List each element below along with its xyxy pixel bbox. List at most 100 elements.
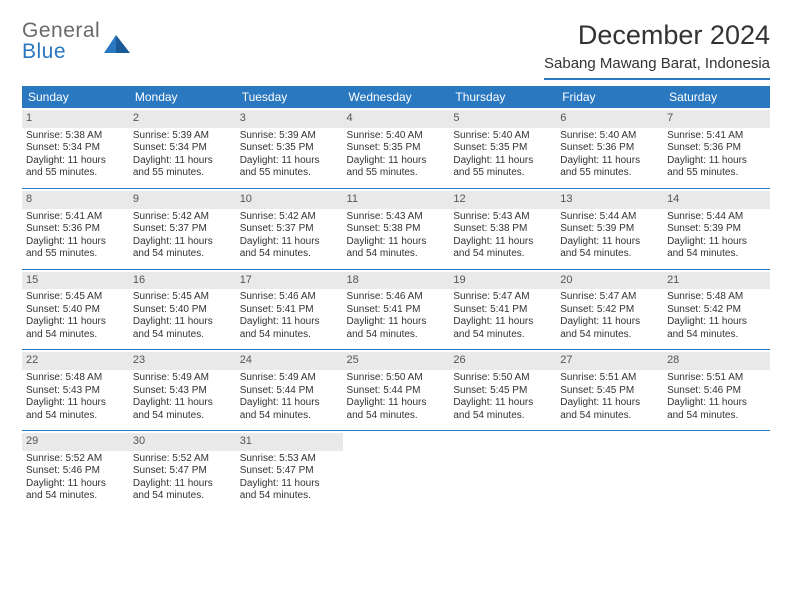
sunset-line: Sunset: 5:43 PM [26, 385, 125, 398]
sunrise-line: Sunrise: 5:45 AM [133, 291, 232, 304]
day-number: 23 [129, 352, 236, 370]
weekday-header: Tuesday [236, 86, 343, 108]
calendar-cell: 1Sunrise: 5:38 AMSunset: 5:34 PMDaylight… [22, 108, 129, 188]
day-number: 12 [449, 191, 556, 209]
sunrise-line: Sunrise: 5:48 AM [667, 291, 766, 304]
calendar-cell: 4Sunrise: 5:40 AMSunset: 5:35 PMDaylight… [343, 108, 450, 188]
day-number: 19 [449, 272, 556, 290]
day-number: 1 [22, 110, 129, 128]
sunrise-line: Sunrise: 5:48 AM [26, 372, 125, 385]
calendar-cell: 6Sunrise: 5:40 AMSunset: 5:36 PMDaylight… [556, 108, 663, 188]
daylight-line: Daylight: 11 hours and 54 minutes. [133, 397, 232, 422]
sunrise-line: Sunrise: 5:49 AM [133, 372, 232, 385]
sunrise-line: Sunrise: 5:41 AM [667, 130, 766, 143]
calendar-cell: 18Sunrise: 5:46 AMSunset: 5:41 PMDayligh… [343, 269, 450, 350]
sunrise-line: Sunrise: 5:49 AM [240, 372, 339, 385]
daylight-line: Daylight: 11 hours and 54 minutes. [560, 236, 659, 261]
sunrise-line: Sunrise: 5:38 AM [26, 130, 125, 143]
weekday-header: Thursday [449, 86, 556, 108]
daylight-line: Daylight: 11 hours and 54 minutes. [667, 236, 766, 261]
calendar-cell [556, 431, 663, 511]
calendar-cell: 5Sunrise: 5:40 AMSunset: 5:35 PMDaylight… [449, 108, 556, 188]
sunset-line: Sunset: 5:43 PM [133, 385, 232, 398]
calendar-cell: 13Sunrise: 5:44 AMSunset: 5:39 PMDayligh… [556, 188, 663, 269]
daylight-line: Daylight: 11 hours and 54 minutes. [240, 478, 339, 503]
day-number: 30 [129, 433, 236, 451]
sunset-line: Sunset: 5:40 PM [133, 304, 232, 317]
day-number: 15 [22, 272, 129, 290]
sunrise-line: Sunrise: 5:51 AM [667, 372, 766, 385]
calendar-row: 15Sunrise: 5:45 AMSunset: 5:40 PMDayligh… [22, 269, 770, 350]
calendar-cell: 26Sunrise: 5:50 AMSunset: 5:45 PMDayligh… [449, 350, 556, 431]
daylight-line: Daylight: 11 hours and 54 minutes. [453, 397, 552, 422]
logo-icon [104, 31, 130, 53]
day-number: 28 [663, 352, 770, 370]
calendar-row: 8Sunrise: 5:41 AMSunset: 5:36 PMDaylight… [22, 188, 770, 269]
day-number: 9 [129, 191, 236, 209]
calendar-cell: 22 Sunrise: 5:48 AMSunset: 5:43 PMDayligh… [22, 350, 129, 431]
sunset-line: Sunset: 5:46 PM [26, 465, 125, 478]
sunrise-line: Sunrise: 5:51 AM [560, 372, 659, 385]
day-number: 26 [449, 352, 556, 370]
calendar-cell: 28Sunrise: 5:51 AMSunset: 5:46 PMDayligh… [663, 350, 770, 431]
sunset-line: Sunset: 5:34 PM [26, 142, 125, 155]
location: Sabang Mawang Barat, Indonesia [544, 55, 770, 80]
day-number: 29 [22, 433, 129, 451]
sunset-line: Sunset: 5:36 PM [667, 142, 766, 155]
day-number: 21 [663, 272, 770, 290]
calendar-cell: 23 Sunrise: 5:49 AMSunset: 5:43 PMDayligh… [129, 350, 236, 431]
sunset-line: Sunset: 5:36 PM [26, 223, 125, 236]
sunset-line: Sunset: 5:40 PM [26, 304, 125, 317]
weekday-header-row: SundayMondayTuesdayWednesdayThursdayFrid… [22, 86, 770, 108]
daylight-line: Daylight: 11 hours and 54 minutes. [26, 478, 125, 503]
sunset-line: Sunset: 5:44 PM [347, 385, 446, 398]
calendar-cell: 8Sunrise: 5:41 AMSunset: 5:36 PMDaylight… [22, 188, 129, 269]
daylight-line: Daylight: 11 hours and 55 minutes. [453, 155, 552, 180]
daylight-line: Daylight: 11 hours and 54 minutes. [560, 316, 659, 341]
daylight-line: Daylight: 11 hours and 55 minutes. [347, 155, 446, 180]
day-number: 31 [236, 433, 343, 451]
day-number: 3 [236, 110, 343, 128]
daylight-line: Daylight: 11 hours and 54 minutes. [133, 316, 232, 341]
daylight-line: Daylight: 11 hours and 54 minutes. [26, 397, 125, 422]
daylight-line: Daylight: 11 hours and 54 minutes. [347, 236, 446, 261]
day-number: 5 [449, 110, 556, 128]
day-number: 10 [236, 191, 343, 209]
sunrise-line: Sunrise: 5:50 AM [453, 372, 552, 385]
sunrise-line: Sunrise: 5:47 AM [453, 291, 552, 304]
day-number: 27 [556, 352, 663, 370]
sunset-line: Sunset: 5:42 PM [560, 304, 659, 317]
sunrise-line: Sunrise: 5:42 AM [240, 211, 339, 224]
logo: General Blue [22, 20, 130, 62]
day-number: 4 [343, 110, 450, 128]
sunrise-line: Sunrise: 5:45 AM [26, 291, 125, 304]
sunset-line: Sunset: 5:41 PM [347, 304, 446, 317]
day-number: 18 [343, 272, 450, 290]
daylight-line: Daylight: 11 hours and 54 minutes. [240, 397, 339, 422]
calendar-cell: 10Sunrise: 5:42 AMSunset: 5:37 PMDayligh… [236, 188, 343, 269]
daylight-line: Daylight: 11 hours and 54 minutes. [240, 316, 339, 341]
calendar-body: 1Sunrise: 5:38 AMSunset: 5:34 PMDaylight… [22, 108, 770, 511]
calendar-cell: 20Sunrise: 5:47 AMSunset: 5:42 PMDayligh… [556, 269, 663, 350]
sunrise-line: Sunrise: 5:50 AM [347, 372, 446, 385]
day-number: 6 [556, 110, 663, 128]
sunrise-line: Sunrise: 5:40 AM [347, 130, 446, 143]
day-number: 8 [22, 191, 129, 209]
day-number: 22 [22, 352, 129, 370]
daylight-line: Daylight: 11 hours and 54 minutes. [453, 316, 552, 341]
sunset-line: Sunset: 5:42 PM [667, 304, 766, 317]
sunrise-line: Sunrise: 5:39 AM [133, 130, 232, 143]
day-number: 2 [129, 110, 236, 128]
daylight-line: Daylight: 11 hours and 54 minutes. [133, 236, 232, 261]
sunset-line: Sunset: 5:45 PM [560, 385, 659, 398]
sunset-line: Sunset: 5:34 PM [133, 142, 232, 155]
calendar-cell: 31Sunrise: 5:53 AMSunset: 5:47 PMDayligh… [236, 431, 343, 511]
daylight-line: Daylight: 11 hours and 54 minutes. [133, 478, 232, 503]
daylight-line: Daylight: 11 hours and 54 minutes. [453, 236, 552, 261]
sunrise-line: Sunrise: 5:44 AM [560, 211, 659, 224]
calendar-row: 29Sunrise: 5:52 AMSunset: 5:46 PMDayligh… [22, 431, 770, 511]
calendar-cell: 14Sunrise: 5:44 AMSunset: 5:39 PMDayligh… [663, 188, 770, 269]
calendar-row: 22Sunrise: 5:48 AMSunset: 5:43 PMDayligh… [22, 350, 770, 431]
logo-text-blue: Blue [22, 41, 100, 62]
sunrise-line: Sunrise: 5:42 AM [133, 211, 232, 224]
